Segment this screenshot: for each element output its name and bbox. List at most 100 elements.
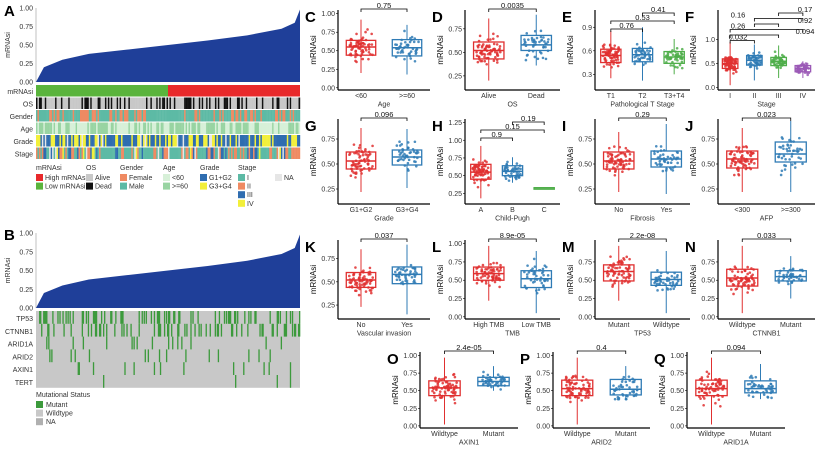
boxplot-panel-d: [463, 8, 560, 91]
annotation-cell: [256, 97, 258, 109]
legend-label: I: [247, 175, 249, 182]
x-tick-label: IV: [800, 93, 807, 100]
legend-swatch: [86, 174, 93, 181]
annotation-cell: [282, 135, 285, 147]
y-tick-label: 0.75: [701, 137, 715, 144]
data-point: [349, 41, 353, 45]
mutation-row-arid1a: [46, 336, 283, 350]
annotation-cell: [200, 97, 202, 109]
x-tick-label: II: [752, 93, 756, 100]
data-point: [539, 276, 543, 279]
data-point: [735, 145, 738, 149]
data-point: [473, 164, 477, 168]
annotation-cell: [135, 97, 138, 109]
mutant-cell: [276, 323, 278, 337]
data-point: [748, 376, 752, 379]
annotation-cell: [228, 147, 230, 159]
data-point: [717, 394, 720, 397]
annotation-cell: [279, 110, 282, 122]
y-tick-label: 0.00: [403, 423, 417, 430]
data-point: [444, 376, 448, 379]
annotation-cell: [132, 147, 135, 159]
data-point: [569, 400, 572, 404]
annotation-cell: [170, 135, 173, 147]
annotation-cell: [231, 110, 233, 122]
mutant-cell: [82, 311, 85, 324]
mutant-cell: [177, 323, 179, 337]
data-point: [568, 386, 571, 389]
annotation-cell: [229, 147, 232, 159]
data-point: [633, 62, 637, 66]
data-point: [450, 390, 454, 394]
data-point: [413, 273, 416, 276]
data-point: [749, 154, 753, 158]
data-point: [732, 156, 736, 160]
annotation-cell: [50, 122, 53, 134]
data-point: [609, 56, 612, 59]
mutant-cell: [183, 362, 185, 375]
data-point: [472, 175, 475, 179]
annotation-cell: [279, 135, 282, 147]
annotation-cell: [66, 135, 69, 147]
boxplot-panel-h: [463, 119, 560, 205]
mutant-cell: [120, 311, 122, 324]
annotation-cell: [160, 122, 163, 134]
annotation-cell: [148, 97, 151, 109]
annotation-cell: [68, 97, 70, 109]
comparison-bracket: [360, 238, 408, 242]
mutant-cell: [153, 323, 156, 337]
data-point: [703, 391, 706, 395]
mutant-cell: [48, 323, 50, 337]
annotation-cell: [292, 110, 295, 122]
mutant-cell: [298, 311, 301, 324]
mutant-cell: [168, 336, 170, 350]
annotation-cell: [190, 122, 192, 134]
annotation-cell: [74, 135, 76, 147]
annotation-cell: [213, 135, 216, 147]
annotation-cell: [267, 147, 270, 159]
mutant-cell: [208, 349, 210, 363]
y-tick-label: 0.25: [321, 303, 335, 310]
data-point: [734, 57, 738, 61]
panel-letter-O: O: [387, 351, 399, 368]
annotation-cell: [80, 147, 82, 159]
mutant-cell: [184, 323, 186, 337]
annotation-cell: [71, 110, 73, 122]
annotation-cell: [204, 135, 207, 147]
legend-label: NA: [46, 419, 56, 426]
data-point: [614, 58, 618, 62]
annotation-cell: [238, 110, 241, 122]
annotation-cell: [198, 97, 201, 109]
comparison-bracket: [360, 8, 408, 12]
annotation-cell: [97, 122, 100, 134]
annotation-cell: [253, 122, 255, 134]
annotation-cell: [46, 97, 48, 109]
p-value-label: 0.037: [375, 231, 394, 240]
annotation-cell: [214, 122, 217, 134]
data-point: [438, 393, 442, 396]
data-point: [439, 396, 443, 400]
data-point: [414, 160, 417, 164]
data-point: [751, 376, 754, 380]
data-point: [401, 280, 404, 284]
data-point: [790, 280, 794, 284]
data-point: [504, 171, 508, 175]
legend-label: Female: [129, 175, 152, 182]
mutant-cell: [289, 362, 292, 375]
data-point: [350, 167, 353, 171]
data-point: [367, 150, 371, 154]
data-point: [672, 156, 676, 159]
mutant-cell: [262, 323, 264, 337]
data-point: [746, 159, 749, 163]
annotation-cell: [144, 147, 147, 159]
data-point: [432, 391, 436, 395]
annotation-cell: [87, 147, 89, 159]
data-point: [602, 65, 606, 68]
data-point: [747, 162, 751, 166]
data-point: [455, 386, 459, 389]
annotation-cell: [169, 147, 172, 159]
data-point: [494, 55, 497, 59]
data-point: [615, 386, 618, 390]
mutant-cell: [70, 349, 72, 363]
x-tick-label: No: [357, 322, 366, 329]
